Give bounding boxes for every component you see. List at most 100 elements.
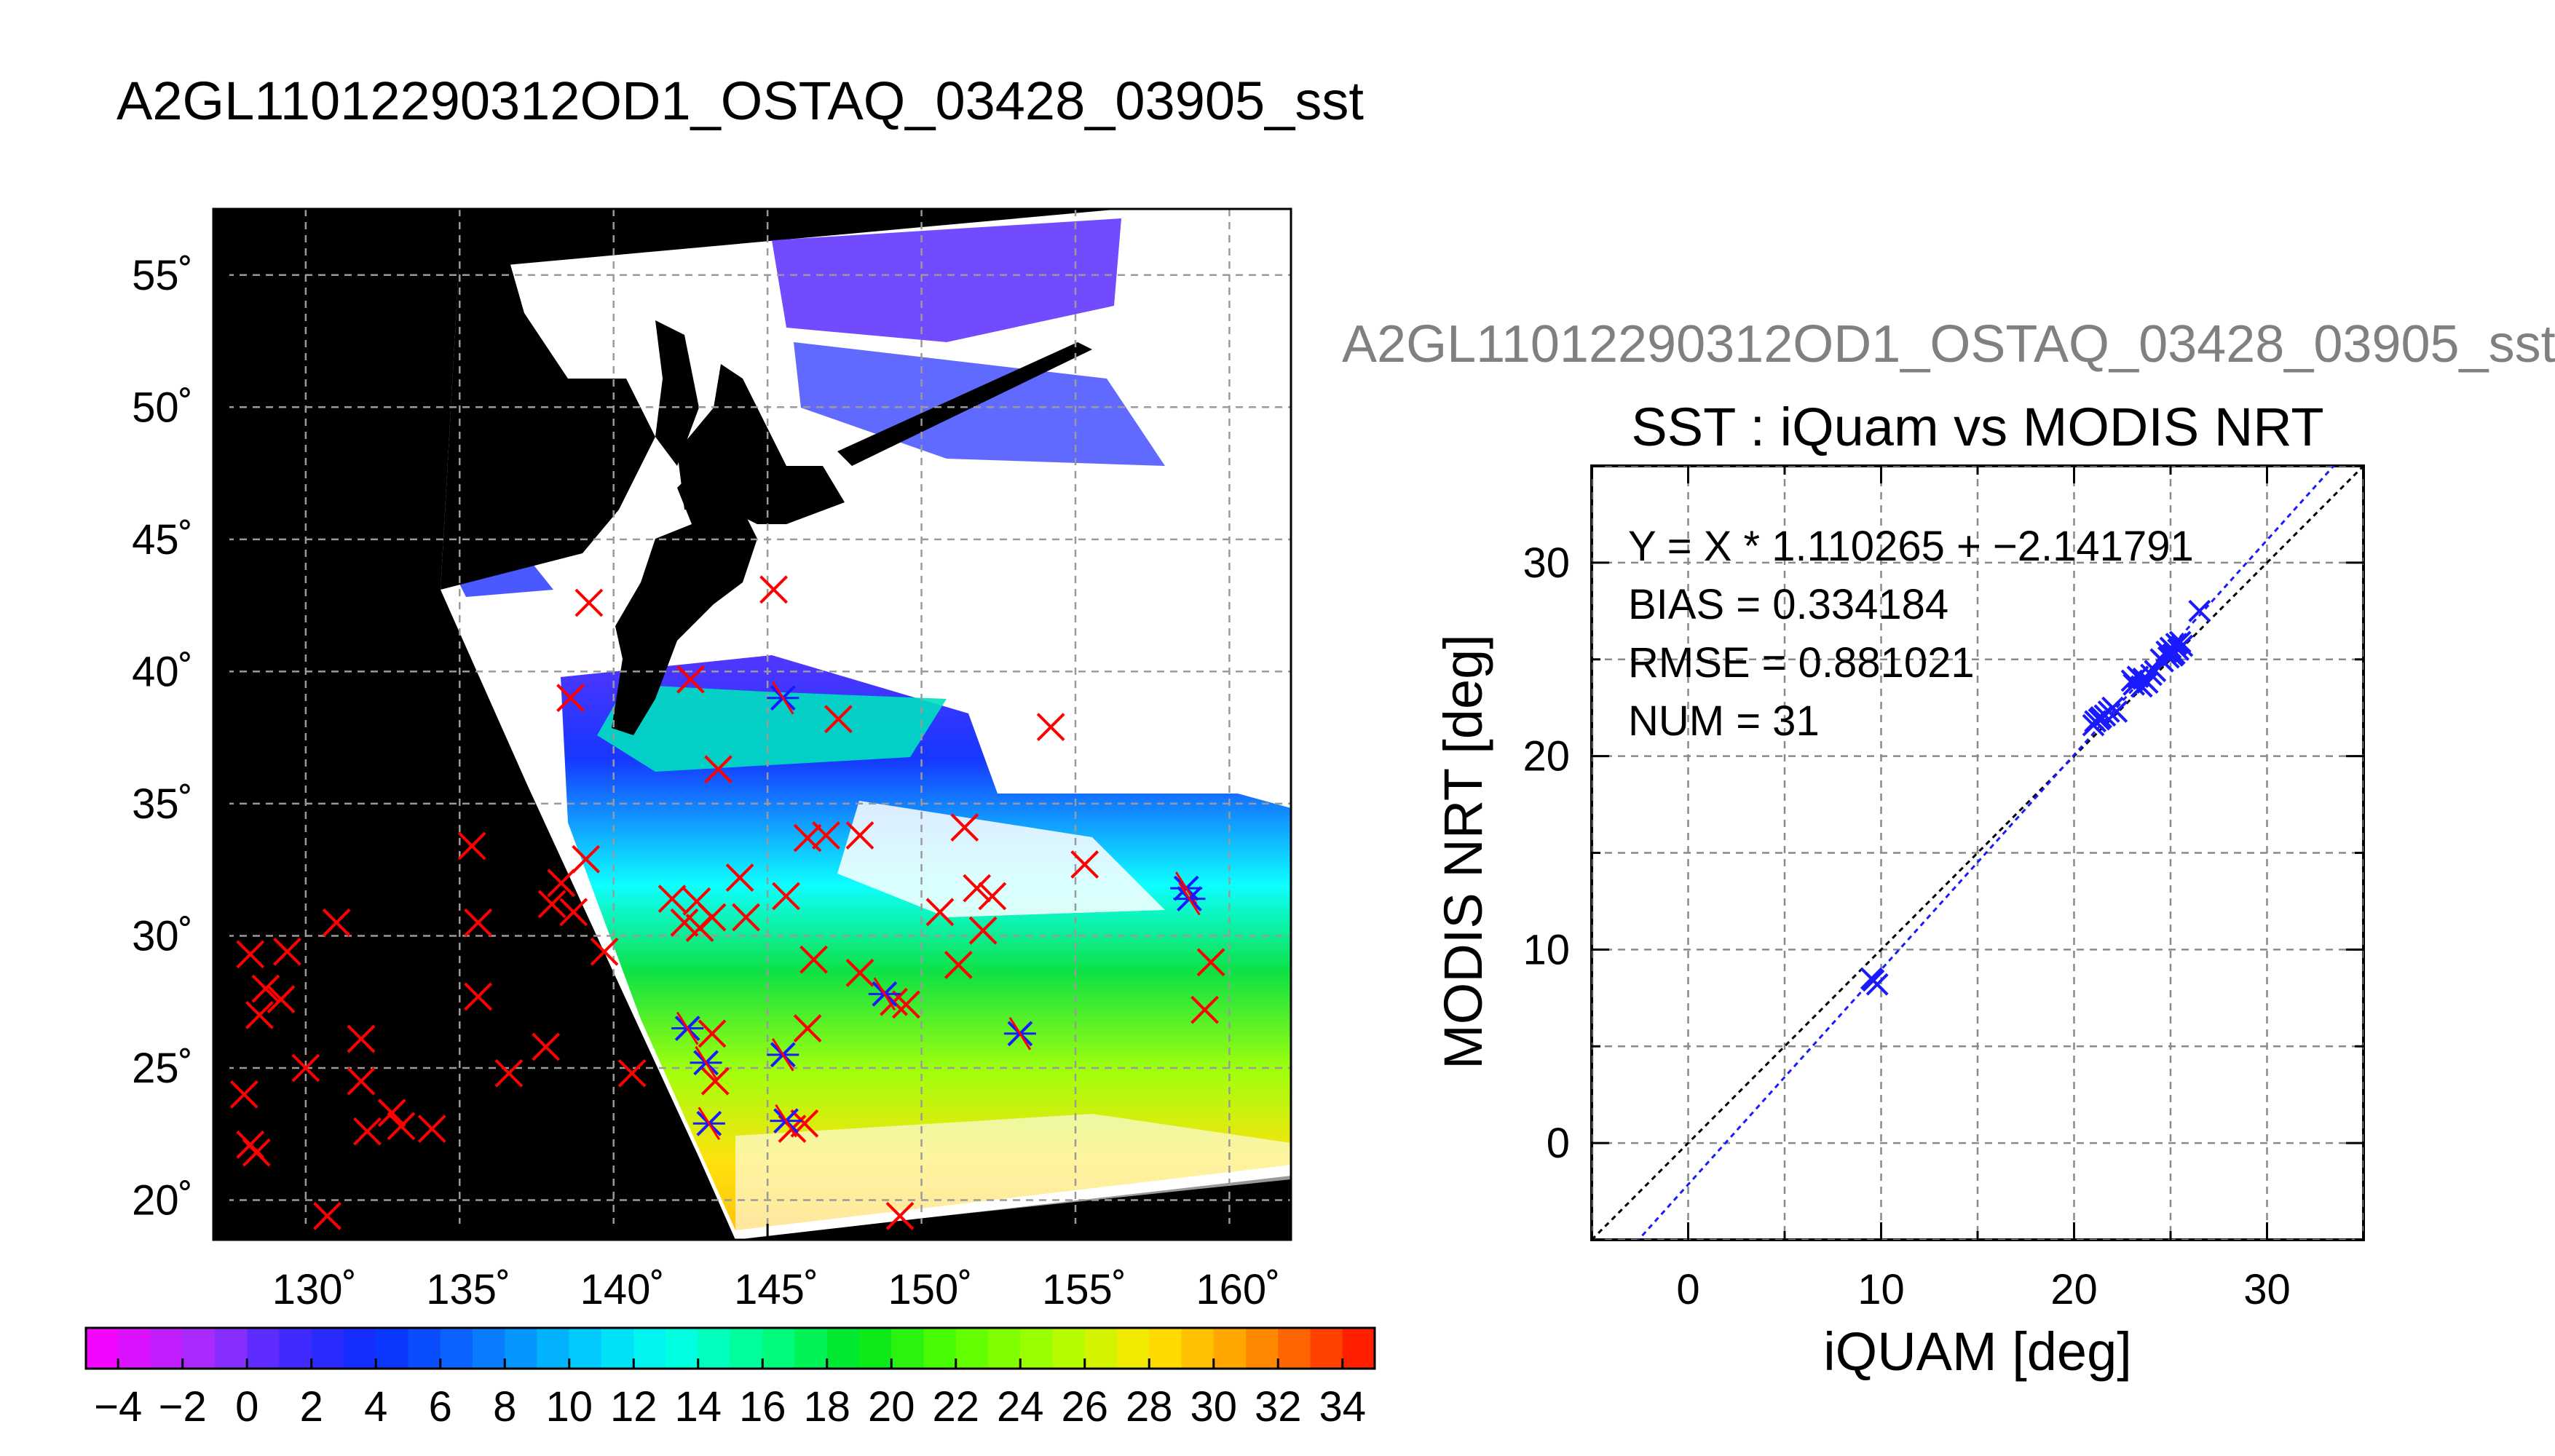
- map-grid: [213, 209, 1291, 1240]
- red-marker: [845, 958, 874, 987]
- colorbar-tick-label: −4: [94, 1383, 142, 1431]
- colorbar-cell: [344, 1328, 376, 1369]
- colorbar-tick-label: 0: [235, 1383, 258, 1431]
- red-marker: [885, 1201, 915, 1230]
- map-y-tick-label: 35˚: [132, 780, 193, 828]
- colorbar-cell: [473, 1328, 505, 1369]
- scatter-y-tick-label: 20: [1523, 733, 1570, 780]
- red-marker: [772, 882, 800, 911]
- red-marker: [532, 1032, 561, 1061]
- map-x-tick-label: 150˚: [888, 1266, 973, 1313]
- colorbar-cell: [247, 1328, 280, 1369]
- colorbar-cell: [730, 1328, 763, 1369]
- blue-marker: [1173, 882, 1206, 916]
- red-marker: [704, 755, 732, 784]
- colorbar-cell: [601, 1328, 634, 1369]
- red-marker: [845, 821, 874, 850]
- red-marker: [494, 1059, 524, 1088]
- scatter-point: [1860, 967, 1883, 990]
- colorbar-cell: [1342, 1328, 1375, 1369]
- colorbar-tick-label: 2: [300, 1383, 323, 1431]
- colorbar-tick-label: 16: [739, 1383, 786, 1431]
- colorbar-tick-label: 18: [803, 1383, 850, 1431]
- red-marker: [266, 985, 296, 1014]
- land-sakhalin: [655, 320, 699, 466]
- map-x-tick-label: 140˚: [580, 1266, 665, 1313]
- colorbar-cell: [440, 1328, 473, 1369]
- colorbar-cell: [923, 1328, 957, 1369]
- cloud-patch: [837, 801, 1165, 917]
- red-marker: [950, 813, 979, 842]
- map-y-tick-label: 30˚: [132, 912, 193, 960]
- red-marker: [732, 903, 760, 932]
- page-title: A2GL11012290312OD1_OSTAQ_03428_03905_sst: [117, 71, 1364, 131]
- map-x-tick-label: 135˚: [426, 1266, 510, 1313]
- red-marker: [245, 1000, 274, 1029]
- colorbar-cell: [1020, 1328, 1053, 1369]
- colorbar-cell: [118, 1328, 151, 1369]
- blue-marker: [770, 1104, 802, 1138]
- red-marker: [700, 1067, 730, 1096]
- colorbar-tick-label: 4: [364, 1383, 387, 1431]
- map-y-tick-label: 55˚: [132, 252, 193, 299]
- colorbar-cell: [150, 1328, 183, 1369]
- red-marker: [925, 898, 955, 927]
- red-marker: [417, 1115, 446, 1143]
- scatter-x-tick-label: 30: [2243, 1266, 2291, 1313]
- blue-marker: [868, 977, 901, 1011]
- red-marker: [322, 908, 351, 937]
- red-marker: [559, 898, 588, 927]
- colorbar-tick-label: 14: [674, 1383, 722, 1431]
- red-marker: [347, 1067, 376, 1096]
- scatter-x-tick-label: 10: [1857, 1266, 1905, 1313]
- colorbar-cell: [1117, 1328, 1150, 1369]
- colorbar-cell: [1213, 1328, 1247, 1369]
- red-marker: [892, 990, 920, 1019]
- colorbar-border: [84, 1326, 1376, 1370]
- map-tick-labels: 130˚ 135˚ 140˚ 145˚ 150˚ 155˚ 160˚ 20˚ 25˚ 30˚ 35˚…: [132, 252, 1280, 1313]
- blue-marker: [692, 1107, 725, 1141]
- colorbar-cell: [569, 1328, 602, 1369]
- colorbar-cell: [1084, 1328, 1118, 1369]
- scatter-point: [2188, 599, 2211, 622]
- map-x-tick-label: 160˚: [1196, 1266, 1280, 1313]
- blue-marker: [767, 1038, 799, 1072]
- red-marker: [347, 1024, 376, 1053]
- red-marker: [617, 1059, 647, 1088]
- colorbar-tick-label: 6: [429, 1383, 452, 1431]
- red-marker: [824, 705, 853, 734]
- scatter-x-tick-label: 20: [2050, 1266, 2098, 1313]
- fit-line: [1637, 466, 2336, 1240]
- colorbar-cell: [698, 1328, 731, 1369]
- red-marker: [799, 945, 828, 974]
- land-hokkaido: [677, 364, 845, 524]
- colorbar-cell: [988, 1328, 1021, 1369]
- colorbar-cell: [537, 1328, 570, 1369]
- scatter-y-tick-label: 30: [1523, 539, 1570, 587]
- scatter-annotations: Y = X * 1.110265 + −2.141791 BIAS = 0.33…: [1628, 523, 2194, 745]
- colorbar-cell: [215, 1328, 248, 1369]
- red-marker: [291, 1053, 320, 1083]
- colorbar: −4 −2 0 2 4 6 8 10 12 14 16 18 20 22 24 26 28 30 32 34: [84, 1326, 1376, 1431]
- red-marker: [229, 1080, 258, 1109]
- red-marker: [1036, 713, 1065, 742]
- colorbar-tick-label: 30: [1190, 1383, 1237, 1431]
- map-x-tick-label: 155˚: [1042, 1266, 1126, 1313]
- scatter-grid: [1592, 466, 2364, 1240]
- colorbar-tick-label: 26: [1061, 1383, 1108, 1431]
- colorbar-cell: [955, 1328, 989, 1369]
- colorbar-cell: [762, 1328, 795, 1369]
- colorbar-tick-label: 32: [1255, 1383, 1302, 1431]
- colorbar-tick-label: 20: [868, 1383, 915, 1431]
- red-marker: [313, 1201, 341, 1230]
- colorbar-cell: [633, 1328, 666, 1369]
- colorbar-tick-label: 22: [932, 1383, 979, 1431]
- colorbar-cell: [182, 1328, 216, 1369]
- red-marker: [1196, 948, 1225, 977]
- red-marker: [556, 684, 585, 713]
- colorbar-cell: [666, 1328, 699, 1369]
- red-marker: [968, 916, 998, 945]
- colorbar-tick-label: 12: [610, 1383, 657, 1431]
- right-title: A2GL11012290312OD1_OSTAQ_03428_03905_sst: [1342, 315, 2555, 373]
- colorbar-tick-label: −2: [159, 1383, 207, 1431]
